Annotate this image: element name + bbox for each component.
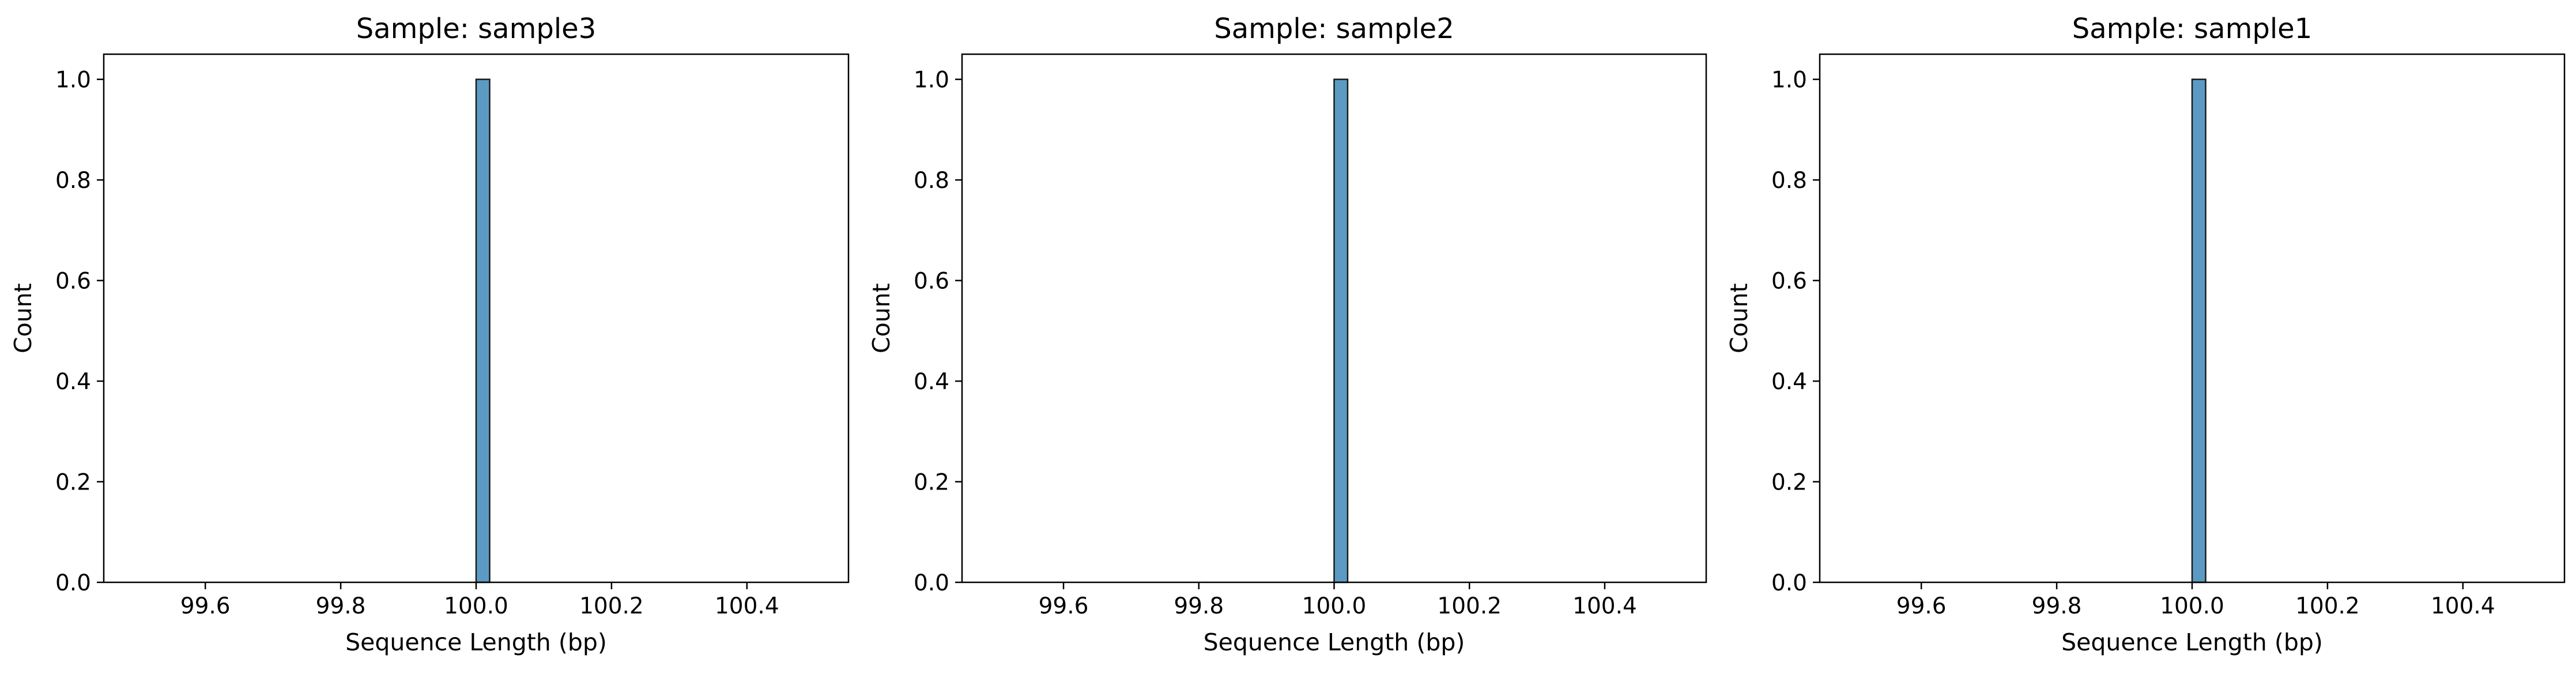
- y-tick-label: 0.8: [55, 168, 91, 194]
- x-tick-label: 99.6: [180, 593, 231, 619]
- x-tick-label: 100.4: [2431, 593, 2495, 619]
- y-tick-label: 1.0: [55, 67, 91, 93]
- chart-title: Sample: sample2: [1214, 13, 1454, 45]
- chart-panel-1: 99.6 99.8 100.0 100.2 100.4 0.0 0.2 0.4 0.6 0.8 1.…: [9, 13, 850, 656]
- y-tick-label: 0.2: [1771, 470, 1807, 496]
- y-axis-label: Count: [9, 283, 37, 353]
- x-tick-label: 100.0: [1302, 593, 1367, 619]
- y-tick-label: 0.8: [1771, 168, 1807, 194]
- y-tick-label: 0.2: [914, 470, 949, 496]
- y-tick-label: 0.0: [914, 570, 949, 596]
- y-tick-label: 1.0: [914, 67, 949, 93]
- x-tick-label: 100.2: [2295, 593, 2360, 619]
- x-tick-label: 100.0: [444, 593, 508, 619]
- y-axis-label: Count: [1725, 283, 1753, 353]
- y-tick-label: 0.0: [1771, 570, 1807, 596]
- x-tick-label: 100.2: [579, 593, 644, 619]
- y-tick-label: 0.2: [55, 470, 91, 496]
- x-tick-label: 99.8: [1174, 593, 1224, 619]
- chart-panel-3: 99.6 99.8 100.0 100.2 100.4 0.0 0.2 0.4 0.6 0.8 1.…: [1725, 13, 2566, 656]
- y-tick-label: 0.8: [914, 168, 949, 194]
- histogram-bar: [475, 78, 491, 583]
- histogram-bar: [1333, 78, 1349, 583]
- x-axis-label: Sequence Length (bp): [1204, 628, 1465, 656]
- y-tick-label: 0.6: [914, 269, 949, 295]
- x-tick-label: 99.8: [316, 593, 366, 619]
- x-tick-label: 100.0: [2160, 593, 2224, 619]
- x-axis-label: Sequence Length (bp): [2061, 628, 2323, 656]
- x-axis-label: Sequence Length (bp): [345, 628, 607, 656]
- y-tick-label: 0.4: [914, 369, 949, 395]
- histogram-bar: [2191, 78, 2207, 583]
- y-tick-label: 0.6: [1771, 269, 1807, 295]
- y-tick-label: 0.4: [55, 369, 91, 395]
- x-tick-label: 99.8: [2032, 593, 2082, 619]
- x-tick-label: 100.4: [1572, 593, 1637, 619]
- chart-title: Sample: sample3: [356, 13, 596, 45]
- chart-title: Sample: sample1: [2072, 13, 2312, 45]
- x-tick-label: 100.4: [715, 593, 779, 619]
- y-tick-label: 0.6: [55, 269, 91, 295]
- chart-panel-2: 99.6 99.8 100.0 100.2 100.4 0.0 0.2 0.4 0.6 0.8 1.…: [868, 13, 1707, 656]
- y-tick-label: 0.4: [1771, 369, 1807, 395]
- y-tick-label: 1.0: [1771, 67, 1807, 93]
- x-tick-label: 100.2: [1437, 593, 1502, 619]
- y-axis-label: Count: [868, 283, 895, 353]
- x-tick-label: 99.6: [1896, 593, 1947, 619]
- y-tick-label: 0.0: [55, 570, 91, 596]
- x-tick-label: 99.6: [1039, 593, 1089, 619]
